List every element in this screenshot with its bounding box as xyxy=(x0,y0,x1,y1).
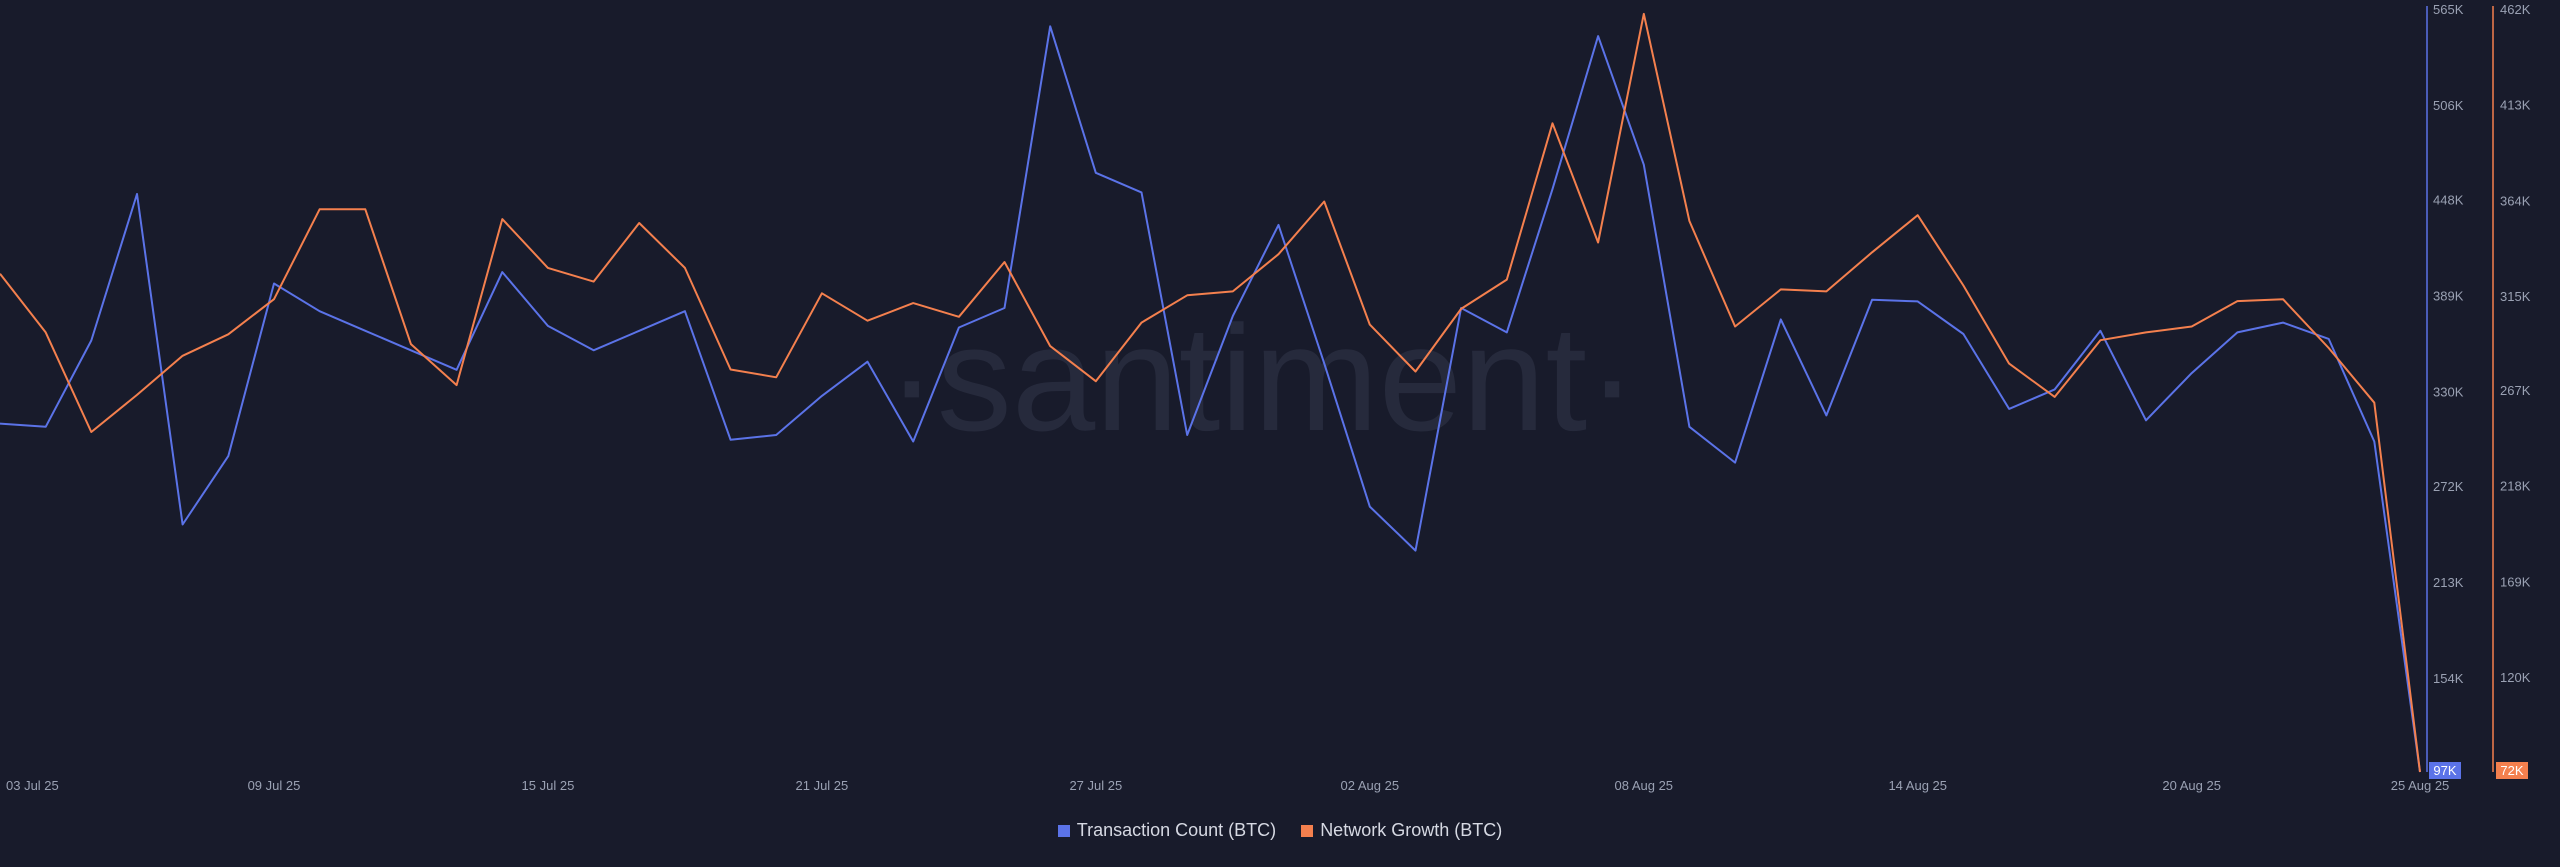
series-line-transaction-count xyxy=(0,25,2421,773)
y-right-tick-label: 315K xyxy=(2500,289,2531,304)
x-tick-label: 09 Jul 25 xyxy=(248,778,301,793)
y-left-tick-label: 448K xyxy=(2433,193,2464,208)
x-tick-label: 08 Aug 25 xyxy=(1614,778,1673,793)
series-line-network-growth xyxy=(0,12,2421,773)
x-tick-label: 02 Aug 25 xyxy=(1341,778,1400,793)
y-right-badge-label: 72K xyxy=(2500,763,2523,778)
y-left-tick-label: 154K xyxy=(2433,671,2464,686)
y-right-tick-label: 169K xyxy=(2500,574,2531,589)
y-left-tick-label: 272K xyxy=(2433,479,2464,494)
x-tick-label: 21 Jul 25 xyxy=(796,778,849,793)
y-right-badge xyxy=(2496,762,2528,779)
legend-label-network-growth: Network Growth (BTC) xyxy=(1320,820,1503,840)
watermark: ·santiment· xyxy=(887,294,1637,462)
legend-item-transaction-count[interactable]: Transaction Count (BTC) xyxy=(1057,820,1277,841)
y-left-badge xyxy=(2429,762,2461,779)
y-left-tick-label: 506K xyxy=(2433,98,2464,113)
legend-label-transaction-count: Transaction Count (BTC) xyxy=(1076,820,1277,840)
y-right-tick-label: 462K xyxy=(2500,2,2531,17)
x-tick-label: 27 Jul 25 xyxy=(1069,778,1122,793)
y-left-tick-label: 565K xyxy=(2433,2,2464,17)
y-left-tick-label: 330K xyxy=(2433,385,2464,400)
y-right-tick-label: 364K xyxy=(2500,193,2531,208)
x-tick-label: 14 Aug 25 xyxy=(1888,778,1947,793)
y-right-tick-label: 267K xyxy=(2500,383,2531,398)
y-right-tick-label: 120K xyxy=(2500,670,2531,685)
legend: Transaction Count (BTC) Network Growth (… xyxy=(0,820,2560,842)
legend-item-network-growth[interactable]: Network Growth (BTC) xyxy=(1301,820,1502,841)
axes: 154K 213K 272K 330K 389K 448K 506K 565K 120K 169K… xyxy=(6,2,2531,793)
plot-area xyxy=(0,12,2421,773)
y-left-tick-label: 389K xyxy=(2433,289,2464,304)
legend-swatch-transaction-count xyxy=(1057,824,1070,837)
y-right-tick-label: 218K xyxy=(2500,479,2531,494)
y-left-tick-label: 213K xyxy=(2433,575,2464,590)
y-left-badge-label: 97K xyxy=(2433,763,2456,778)
x-tick-label: 15 Jul 25 xyxy=(522,778,575,793)
x-tick-label: 03 Jul 25 xyxy=(6,778,59,793)
legend-swatch-network-growth xyxy=(1301,824,1314,837)
y-right-tick-label: 413K xyxy=(2500,98,2531,113)
x-tick-label: 20 Aug 25 xyxy=(2162,778,2221,793)
x-tick-label: 25 Aug 25 xyxy=(2391,778,2450,793)
